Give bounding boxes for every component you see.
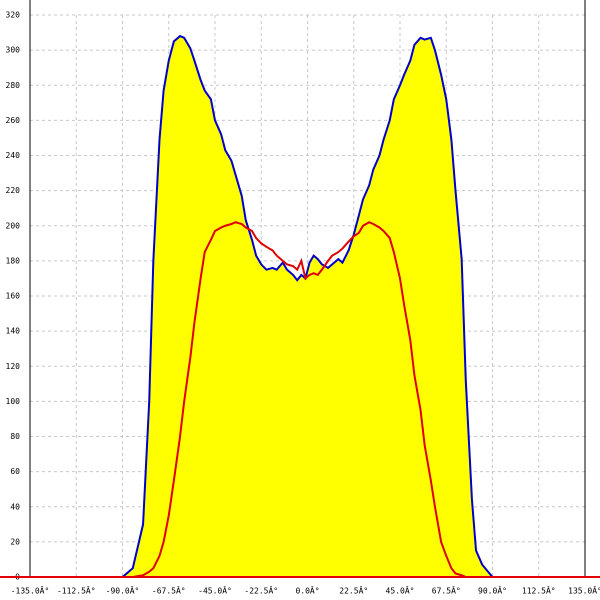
x-tick-label: -90.0Â°	[106, 585, 140, 596]
x-tick-label: -45.0Â°	[198, 585, 232, 596]
y-tick-label: 200	[6, 221, 21, 230]
x-tick-label: 0.0Â°	[295, 585, 319, 596]
y-tick-label: 240	[6, 151, 21, 160]
x-tick-label: -135.0Â°	[11, 585, 50, 596]
x-tick-label: -67.5Â°	[152, 585, 186, 596]
y-tick-label: 220	[6, 186, 21, 195]
y-tick-label: 280	[6, 81, 21, 90]
y-tick-label: 140	[6, 327, 21, 336]
x-tick-label: 90.0Â°	[478, 585, 507, 596]
line	[122, 221, 493, 578]
x-tick-label: -22.5Â°	[244, 585, 278, 596]
y-tick-label: 320	[6, 11, 21, 20]
x-tick-label: -112.5Â°	[57, 585, 96, 596]
y-tick-label: 300	[6, 46, 21, 55]
y-tick-label: 60	[10, 467, 20, 476]
y-tick-label: 120	[6, 362, 21, 371]
line	[121, 34, 494, 578]
y-tick-label: 20	[10, 537, 20, 546]
y-tick-label: 100	[6, 397, 21, 406]
y-tick-label: 180	[6, 256, 21, 265]
x-tick-label: 22.5Â°	[339, 585, 368, 596]
y-tick-label: 160	[6, 292, 21, 301]
x-tick-label: 45.0Â°	[386, 585, 415, 596]
y-tick-label: 260	[6, 116, 21, 125]
x-tick-label: 135.0Â°	[568, 585, 600, 596]
x-tick-label: 67.5Â°	[432, 585, 461, 596]
y-tick-label: 40	[10, 502, 20, 511]
area	[122, 36, 493, 577]
x-tick-label: 112.5Â°	[522, 585, 556, 596]
y-tick-label: 80	[10, 432, 20, 441]
